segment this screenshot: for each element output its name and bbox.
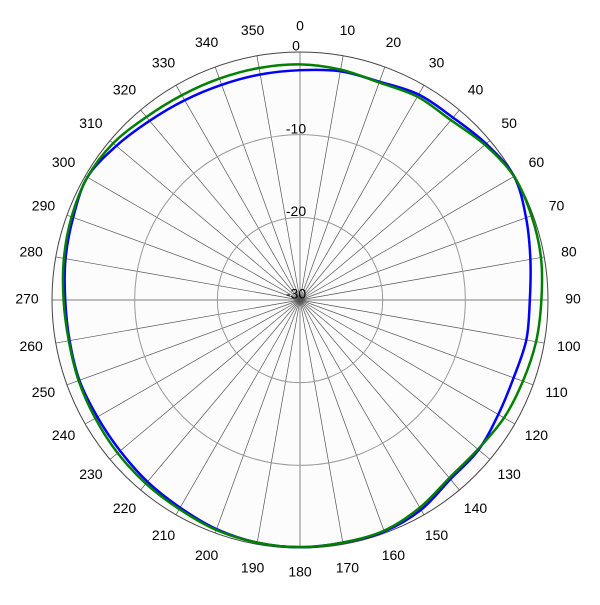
theta-tick-label: 120 [525,427,549,443]
theta-tick-label: 260 [19,338,43,354]
theta-tick-label: 240 [52,427,76,443]
theta-tick-label: 160 [382,547,406,563]
theta-tick-label: 150 [425,527,449,543]
grid-spoke [175,85,301,301]
theta-tick-label: 350 [241,22,265,38]
theta-tick-label: 300 [52,154,76,170]
grid-spoke [299,66,386,301]
grid-spoke [55,256,301,301]
grid-spoke [299,299,425,515]
theta-tick-label: 310 [79,115,103,131]
grid-spoke [66,299,301,386]
theta-tick-label: 10 [340,22,356,38]
theta-tick-label: 170 [336,560,360,576]
grid-spoke [85,175,301,301]
theta-tick-label: 280 [19,243,43,259]
theta-tick-label: 180 [288,564,312,580]
theta-tick-label: 330 [152,54,176,70]
theta-tick-label: 80 [561,243,577,259]
grid-spoke [299,140,491,301]
theta-tick-label: 40 [468,82,484,98]
grid-spoke [109,140,301,301]
grid-spoke [299,214,534,301]
r-tick-label: 0 [292,38,300,54]
grid-spoke [55,299,301,344]
grid-spoke [299,109,460,301]
grid-spoke [299,299,344,545]
series-line [61,63,544,549]
grid-spoke [256,299,301,545]
grid-spoke [256,55,301,301]
theta-tick-label: 100 [557,338,581,354]
theta-tick-label: 190 [241,560,265,576]
theta-tick-label: 200 [195,547,219,563]
grid-spoke [214,66,301,301]
grid-spoke [299,175,515,301]
grid-spoke [299,55,344,301]
theta-tick-label: 30 [429,54,445,70]
r-tick-label: -30 [286,286,306,302]
grid-spoke [299,299,460,491]
theta-tick-label: 60 [529,154,545,170]
grid-spoke [109,299,301,460]
theta-tick-label: 230 [79,466,103,482]
theta-tick-label: 50 [501,115,517,131]
grid-circle [216,216,384,384]
grid-spoke [140,299,301,491]
grid-spoke [299,299,534,386]
theta-tick-label: 130 [497,466,521,482]
grid-spoke [299,299,515,425]
r-tick-label: -10 [286,120,306,136]
theta-tick-label: 220 [113,500,137,516]
theta-tick-label: 0 [296,18,304,34]
theta-tick-label: 140 [464,500,488,516]
theta-tick-label: 110 [545,384,568,400]
grid-spoke [299,256,545,301]
grid-spoke [214,299,301,534]
theta-tick-label: 340 [195,34,219,50]
grid-spoke [299,85,425,301]
grid-spoke [85,299,301,425]
grid-spoke [66,214,301,301]
theta-tick-label: 270 [15,291,39,307]
grid-spoke [140,109,301,301]
theta-tick-label: 70 [549,197,565,213]
theta-tick-label: 90 [565,291,581,307]
theta-tick-label: 250 [32,384,56,400]
grid-spoke [299,299,386,534]
theta-tick-label: 210 [152,527,176,543]
grid-circle [134,134,466,466]
grid-spoke [175,299,301,515]
theta-tick-label: 290 [32,197,56,213]
r-tick-label: -20 [286,203,306,219]
theta-tick-label: 20 [386,34,402,50]
theta-tick-label: 320 [113,82,137,98]
grid-spoke [299,299,491,460]
grid-spoke [299,299,545,344]
